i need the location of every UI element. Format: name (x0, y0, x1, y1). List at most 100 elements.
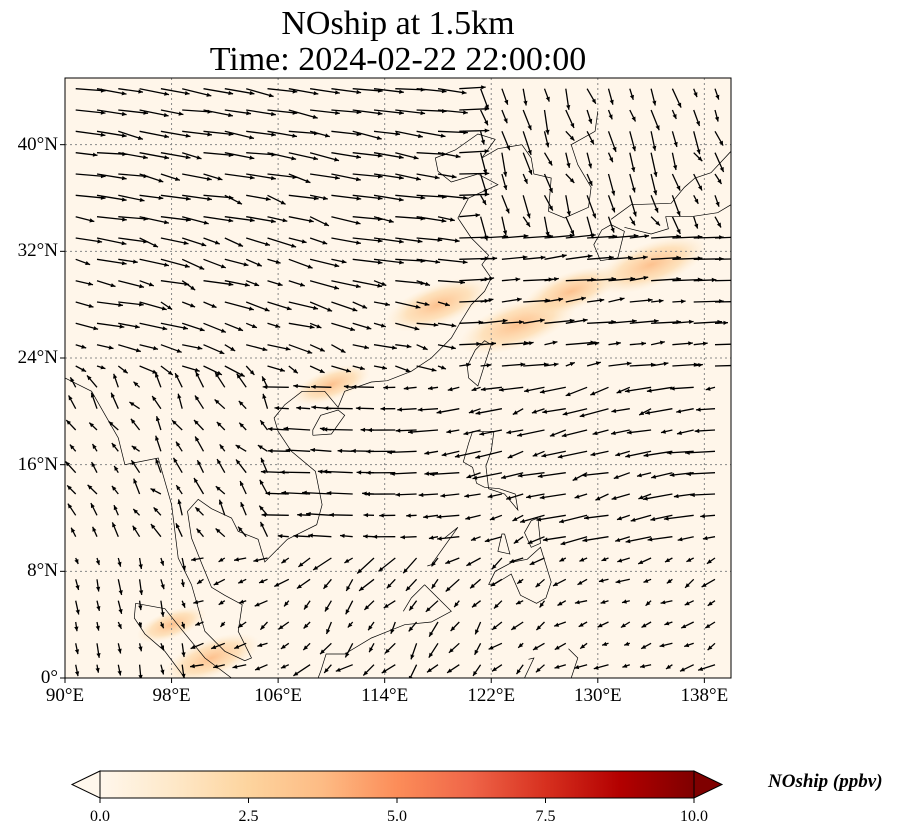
wind-arrow-head (488, 298, 494, 303)
wind-arrow-head (527, 125, 532, 131)
wind-arrow-shaft (416, 194, 447, 198)
wind-arrow-head (552, 340, 558, 345)
wind-arrow-head (653, 190, 658, 196)
wind-arrow-head (150, 488, 156, 493)
wind-arrow-shaft (139, 109, 169, 117)
wind-arrow-head (481, 85, 486, 90)
wind-arrow-shaft (182, 88, 212, 97)
wind-arrow-head (561, 433, 567, 438)
wind-arrow-head (392, 345, 397, 350)
wind-arrow-head (195, 395, 200, 401)
wind-arrow-shaft (96, 237, 127, 245)
wind-arrow-shaft (643, 450, 673, 457)
wind-arrow-head (612, 146, 617, 152)
wind-arrow-head (569, 135, 575, 141)
wind-arrow-head (579, 557, 585, 562)
wind-arrow-shaft (373, 152, 404, 159)
wind-arrow-head (630, 220, 636, 226)
wind-arrow-head (265, 196, 271, 201)
wind-arrow-head (626, 430, 632, 435)
wind-arrow-head (570, 123, 575, 128)
wind-arrow-head (484, 149, 490, 154)
wind-arrow-head (238, 526, 243, 532)
wind-arrow-head (360, 427, 366, 432)
wind-arrow-head (628, 255, 633, 260)
wind-arrow-head (441, 452, 447, 457)
wind-arrow-head (715, 94, 720, 100)
wind-arrow-head (376, 135, 382, 140)
wind-arrow-head (523, 178, 528, 184)
wind-arrow-head (437, 237, 443, 242)
wind-arrow-head (698, 666, 704, 671)
wind-arrow-head (238, 579, 244, 584)
colorbar-tick-label: 10.0 (680, 808, 708, 825)
wind-arrow-head (75, 585, 80, 590)
wind-arrow-head (335, 90, 340, 95)
wind-arrow-shaft (160, 194, 191, 200)
wind-arrow-shaft (118, 152, 148, 159)
wind-arrow-head (369, 647, 374, 653)
wind-arrow-head (304, 604, 309, 610)
wind-arrow-head (175, 176, 180, 181)
wind-arrow-head (383, 603, 389, 608)
wind-arrow-head (365, 491, 370, 497)
wind-arrow-head (632, 319, 637, 324)
wind-arrow-head (87, 375, 92, 381)
wind-arrow-head (513, 539, 519, 544)
wind-arrow-shaft (409, 664, 418, 678)
wind-arrow-head (113, 373, 118, 379)
wind-arrow-head (67, 485, 72, 491)
wind-arrow-head (673, 165, 678, 170)
wind-arrow-head (626, 361, 632, 366)
wind-arrow-shaft (395, 109, 426, 115)
wind-arrow-head (265, 242, 270, 246)
wind-arrow-head (278, 625, 284, 630)
wind-arrow-shaft (672, 278, 703, 282)
wind-arrow-head (735, 363, 740, 367)
wind-arrow-head (608, 114, 613, 120)
wind-arrow-head (579, 413, 585, 418)
wind-arrow-shaft (267, 130, 298, 138)
wind-arrow-head (255, 666, 261, 671)
wind-arrow-shaft (160, 258, 190, 268)
wind-arrow-head (75, 609, 80, 615)
wind-arrow-head (71, 527, 76, 533)
wind-arrow-head (301, 239, 307, 244)
wind-arrow-head (611, 495, 617, 500)
wind-arrow-head (486, 363, 492, 368)
wind-arrow-head (696, 121, 700, 126)
wind-arrow-head (363, 513, 369, 518)
wind-arrow-head (410, 654, 415, 660)
wind-arrow-head (340, 348, 346, 353)
wind-arrow-head (351, 384, 357, 389)
wind-arrow-head (185, 155, 191, 160)
wind-arrow-shaft (139, 88, 170, 96)
wind-arrow-head (218, 557, 224, 562)
wind-arrow-head (259, 505, 264, 511)
wind-arrow-shaft (352, 280, 383, 288)
wind-arrow-head (611, 190, 616, 196)
wind-arrow-shaft (331, 194, 362, 200)
wind-arrow-shaft (373, 194, 404, 201)
wind-arrow-head (176, 523, 180, 529)
wind-arrow-head (503, 185, 508, 190)
wind-arrow-head (160, 645, 164, 651)
coastline-2 (466, 340, 492, 387)
wind-arrow-head (483, 188, 488, 194)
wind-arrow-head (194, 367, 200, 372)
wind-arrow-head (646, 388, 652, 393)
wind-arrow-head (117, 670, 122, 676)
wind-arrow-head (638, 495, 644, 500)
wind-arrow-head (237, 200, 242, 205)
wind-arrow-head (398, 175, 404, 180)
wind-arrow-shaft (75, 88, 106, 92)
wind-arrow-shaft (322, 428, 353, 431)
wind-arrow-head (602, 641, 607, 646)
wind-arrow-head (450, 626, 456, 631)
wind-arrow-head (582, 538, 588, 543)
wind-arrow-shaft (537, 472, 566, 478)
wind-arrow-head (88, 303, 94, 308)
wind-arrow-head (525, 221, 531, 227)
wind-arrow-shaft (693, 321, 723, 324)
wind-arrow-shaft (352, 216, 383, 221)
